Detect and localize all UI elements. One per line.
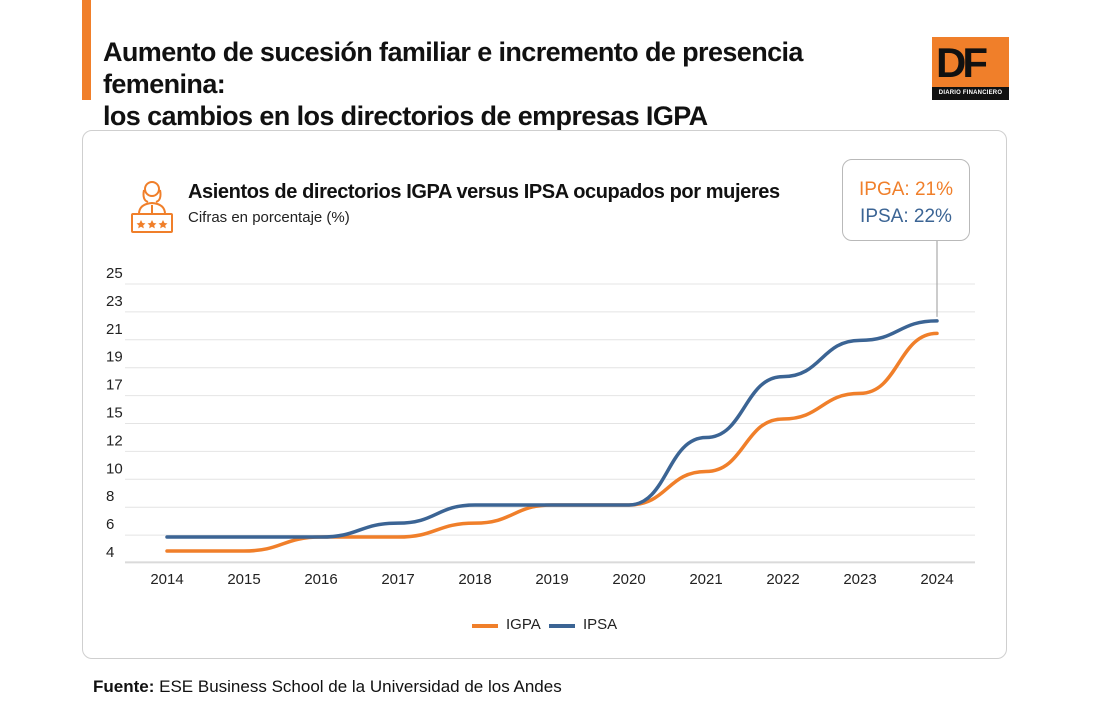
x-tick-label: 2015 bbox=[227, 571, 260, 588]
x-tick-label: 2018 bbox=[458, 571, 491, 588]
x-tick-label: 2023 bbox=[843, 571, 876, 588]
page-title: Aumento de sucesión familiar e increment… bbox=[103, 36, 903, 132]
x-tick-label: 2019 bbox=[535, 571, 568, 588]
y-tick-label: 25 bbox=[106, 265, 123, 282]
y-tick-label: 6 bbox=[106, 516, 114, 533]
title-line-1: Aumento de sucesión familiar e increment… bbox=[103, 37, 803, 99]
callout-ipsa: IPSA: 22% bbox=[860, 206, 952, 227]
x-tick-label: 2021 bbox=[689, 571, 722, 588]
y-tick-label: 17 bbox=[106, 377, 123, 394]
y-tick-label: 8 bbox=[106, 488, 114, 505]
title-line-2: los cambios en los directorios de empres… bbox=[103, 101, 708, 131]
chart-subtitle: Cifras en porcentaje (%) bbox=[188, 209, 350, 226]
x-tick-label: 2022 bbox=[766, 571, 799, 588]
series-line-igpa bbox=[165, 331, 939, 553]
chart-title: Asientos de directorios IGPA versus IPSA… bbox=[188, 181, 780, 203]
y-tick-label: 12 bbox=[106, 432, 123, 449]
callout-igpa: IPGA: 21% bbox=[859, 179, 953, 200]
y-tick-label: 23 bbox=[106, 293, 123, 310]
legend-swatch-ipsa bbox=[549, 624, 575, 628]
series-line-ipsa bbox=[165, 319, 939, 539]
x-tick-label: 2020 bbox=[612, 571, 645, 588]
source-label: Fuente: bbox=[93, 677, 155, 696]
logo-subtext: DIARIO FINANCIERO bbox=[932, 87, 1009, 100]
latest-value-callout: IPGA: 21% IPSA: 22% bbox=[842, 159, 970, 241]
y-tick-label: 4 bbox=[106, 544, 114, 561]
y-tick-label: 21 bbox=[106, 321, 123, 338]
legend-swatch-igpa bbox=[472, 624, 498, 628]
y-tick-label: 15 bbox=[106, 405, 123, 422]
x-tick-label: 2014 bbox=[150, 571, 183, 588]
source-text: ESE Business School de la Universidad de… bbox=[159, 677, 562, 696]
y-tick-label: 19 bbox=[106, 349, 123, 366]
businesswoman-at-desk-icon bbox=[131, 181, 173, 233]
x-tick-label: 2016 bbox=[304, 571, 337, 588]
x-tick-label: 2024 bbox=[920, 571, 953, 588]
logo-mark: DF bbox=[936, 39, 988, 86]
accent-bar bbox=[82, 0, 91, 100]
y-tick-label: 10 bbox=[106, 460, 123, 477]
legend-label-igpa: IGPA bbox=[506, 616, 541, 633]
legend-label-ipsa: IPSA bbox=[583, 616, 618, 633]
df-logo: DF DIARIO FINANCIERO bbox=[932, 37, 1009, 100]
source-note: Fuente: ESE Business School de la Univer… bbox=[93, 677, 562, 697]
x-tick-label: 2017 bbox=[381, 571, 414, 588]
